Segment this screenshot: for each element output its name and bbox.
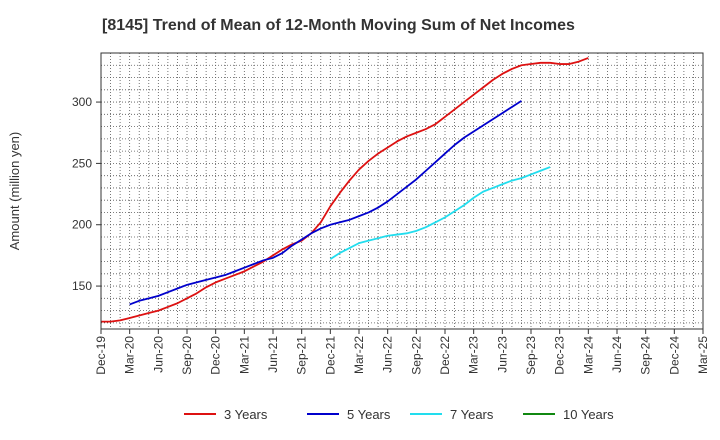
x-tick-label: Mar-25 [696, 336, 710, 374]
x-tick-label: Sep-21 [295, 336, 309, 375]
x-tick-label: Mar-21 [237, 336, 251, 374]
legend-label: 3 Years [224, 407, 268, 422]
x-tick-label: Sep-24 [639, 336, 653, 375]
y-tick-label: 250 [72, 156, 92, 170]
x-tick-label: Jun-22 [381, 336, 395, 373]
x-tick-label: Mar-24 [581, 336, 595, 374]
x-tick-label: Dec-21 [323, 336, 337, 375]
legend-label: 5 Years [347, 407, 391, 422]
legend-label: 10 Years [563, 407, 614, 422]
x-tick-label: Dec-23 [553, 336, 567, 375]
x-tick-label: Jun-21 [266, 336, 280, 373]
x-tick-label: Mar-20 [123, 336, 137, 374]
x-tick-label: Jun-24 [610, 336, 624, 373]
x-tick-label: Dec-20 [209, 336, 223, 375]
x-tick-label: Dec-19 [94, 336, 108, 375]
x-tick-label: Sep-23 [524, 336, 538, 375]
legend-label: 7 Years [450, 407, 494, 422]
series-line-5-years [129, 100, 522, 306]
x-tick-label: Dec-22 [438, 336, 452, 375]
x-tick-label: Mar-23 [467, 336, 481, 374]
x-tick-label: Dec-24 [667, 336, 681, 375]
grid [101, 53, 703, 329]
plot-frame [100, 52, 704, 330]
series-line-3-years [101, 57, 589, 323]
x-tick-label: Sep-20 [180, 336, 194, 375]
y-axis-label: Amount (million yen) [7, 132, 22, 251]
x-tick-label: Mar-22 [352, 336, 366, 374]
x-tick-label: Jun-20 [151, 336, 165, 373]
legend: 3 Years 5 Years 7 Years 10 Years [184, 407, 614, 422]
series-lines [101, 57, 589, 323]
x-tick-label: Jun-23 [495, 336, 509, 373]
x-tick-label: Sep-22 [409, 336, 423, 375]
series-line-7-years [329, 166, 551, 260]
x-ticks: Dec-19 Mar-20 Jun-20 Sep-20 Dec-20 Mar-21 Jun-… [94, 329, 710, 375]
y-tick-label: 200 [72, 218, 92, 232]
chart-title: [8145] Trend of Mean of 12-Month Moving … [102, 17, 575, 34]
y-tick-label: 150 [72, 279, 92, 293]
y-tick-label: 300 [72, 95, 92, 109]
y-ticks: 150 200 250 300 [72, 95, 101, 293]
